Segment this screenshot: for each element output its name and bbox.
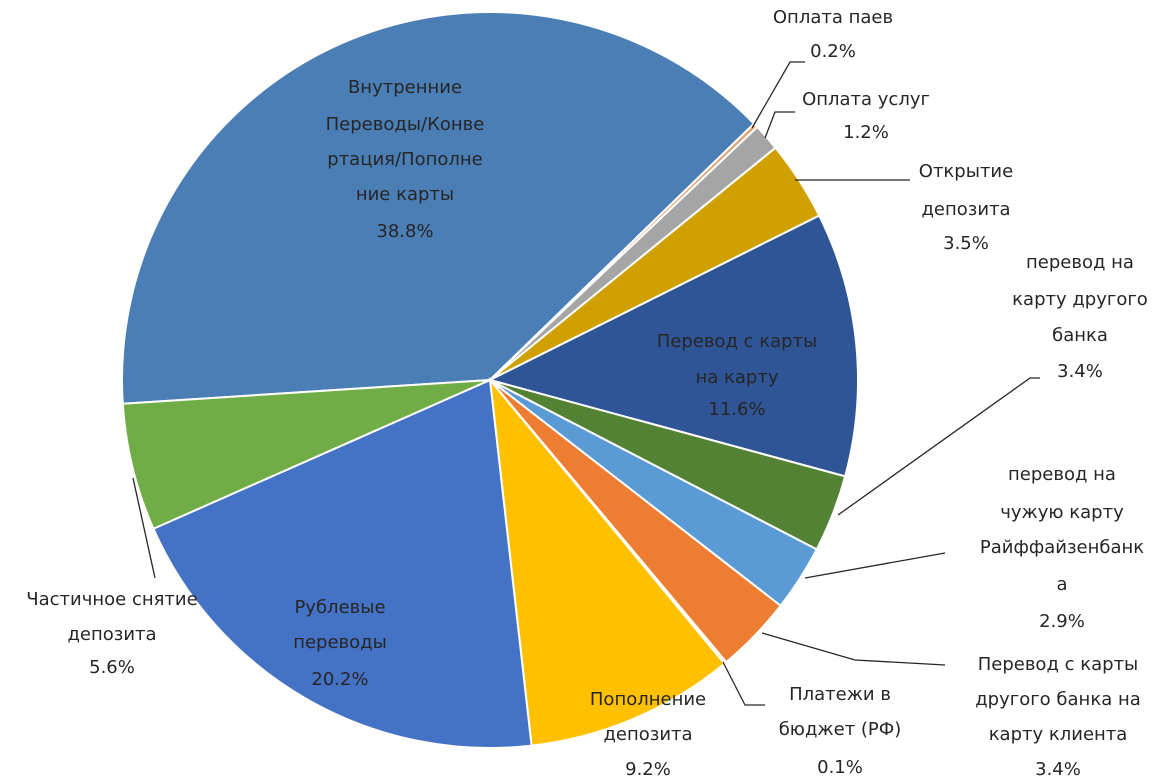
slice-label: Переводы/Конве <box>326 114 485 135</box>
value-label: 5.6% <box>89 657 135 678</box>
leader-line <box>804 552 946 579</box>
slice-label: депозита <box>921 199 1010 220</box>
slice-label: ние карты <box>356 184 454 205</box>
slice-label: перевод на <box>1026 252 1134 273</box>
slice-label: Райффайзенбанк <box>980 537 1144 558</box>
leader-line <box>761 632 946 666</box>
value-label: 1.2% <box>843 122 889 143</box>
pie-slice <box>487 214 859 478</box>
slice-label: ртация/Пополне <box>327 149 482 170</box>
value-label: 38.8% <box>376 221 433 242</box>
pie-slice <box>488 376 726 747</box>
value-label: 3.4% <box>1035 759 1081 780</box>
pie-slice <box>121 379 491 531</box>
slice-label: Внутренние <box>348 77 462 98</box>
slice-label: депозита <box>603 724 692 745</box>
slice-label: другого банка на <box>975 689 1141 710</box>
value-label: 11.6% <box>708 399 765 420</box>
slice-label: карту другого <box>1012 289 1148 310</box>
slice-label: переводы <box>293 632 387 653</box>
pie-slice <box>152 378 533 749</box>
value-label: 20.2% <box>311 669 368 690</box>
leader-line <box>722 661 765 706</box>
leader-line <box>764 111 795 139</box>
slice-label: перевод на <box>1008 464 1116 485</box>
value-label: 2.9% <box>1039 611 1085 632</box>
slice-label: Перевод с карты <box>978 654 1139 675</box>
value-label: 0.2% <box>810 41 856 62</box>
slice-label: депозита <box>67 624 156 645</box>
slice-label: Оплата услуг <box>802 89 930 110</box>
value-label: 3.4% <box>1057 361 1103 382</box>
leader-line <box>751 61 805 129</box>
slice-label: а <box>1056 574 1067 595</box>
value-label: 9.2% <box>625 759 671 780</box>
slice-label: банка <box>1052 325 1108 346</box>
slice-label: чужую карту <box>1000 502 1124 523</box>
leader-line <box>837 377 1040 516</box>
slice-label: Рублевые <box>294 597 385 618</box>
slice-label: Частичное снятие <box>26 589 197 610</box>
value-label: 3.5% <box>943 233 989 254</box>
leader-line <box>132 477 156 579</box>
slice-label: Оплата паев <box>773 7 893 28</box>
slice-label: карту клиента <box>989 724 1128 745</box>
slice-label: Открытие <box>919 161 1013 182</box>
value-label: 0.1% <box>817 757 863 778</box>
slice-label: Платежи в <box>789 684 891 705</box>
slice-label: на карту <box>696 367 779 388</box>
slice-label: Пополнение <box>590 689 706 710</box>
slice-label: Перевод с карты <box>657 331 818 352</box>
slice-label: бюджет (РФ) <box>779 719 902 740</box>
pie-slice <box>121 11 756 405</box>
